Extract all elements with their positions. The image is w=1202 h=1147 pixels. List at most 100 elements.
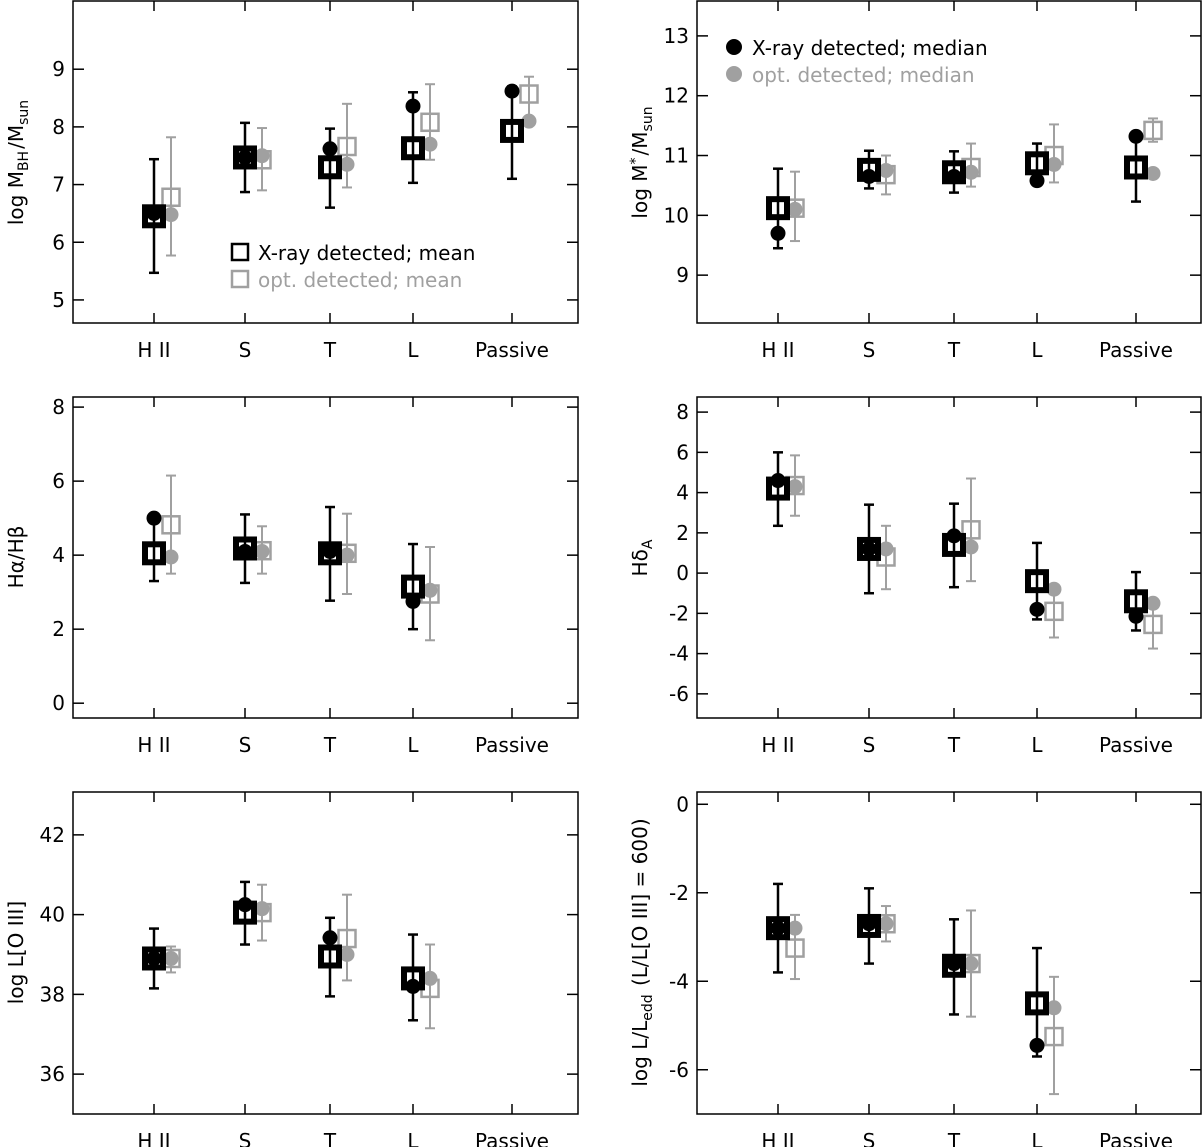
xray-mean-marker [318,155,342,180]
y-tick-label: -6 [669,682,689,706]
x-tick-label: L [407,338,419,362]
xray-mean-marker [318,944,342,969]
x-tick-label: T [947,733,961,757]
x-tick-label: L [1031,338,1043,362]
xray-mean-marker [857,913,881,938]
y-tick-label: 36 [40,1062,65,1086]
y-tick-label: 7 [52,173,65,197]
opt-median-marker [339,156,355,172]
opt-median-marker [422,582,438,598]
xray-mean-marker [500,118,524,143]
opt-median-marker [1046,1000,1062,1016]
opt-median-marker [254,901,270,917]
opt-mean-marker [1143,120,1163,141]
opt-mean-marker [785,938,805,958]
opt-median-marker [339,547,355,563]
plot-frame [696,0,1202,324]
legend-square-marker [230,269,250,289]
y-tick-label: 6 [52,469,65,493]
x-tick-label: Passive [475,338,549,362]
y-tick-label: 8 [52,115,65,139]
xray-mean-marker [857,157,881,182]
y-tick-label: -4 [669,642,689,666]
y-tick-label: 10 [664,203,689,227]
xray-median-marker [405,98,421,114]
y-axis-label: log M* /Msun [628,104,656,218]
xray-mean-marker [233,536,257,561]
xray-mean-marker [766,196,790,221]
y-tick-label: 8 [676,400,689,424]
opt-median-marker [963,539,979,555]
x-tick-label: H II [761,1129,794,1147]
xray-median-marker [946,956,962,972]
xray-median-marker [1029,601,1045,617]
xray-median-marker [770,920,786,936]
y-tick-label: 2 [52,617,65,641]
opt-mean-marker [1044,1026,1064,1047]
xray-median-marker [322,141,338,157]
xray-mean-marker [1124,155,1148,180]
y-axis-label: Hα/Hβ [4,526,28,589]
xray-median-marker [861,541,877,557]
xray-mean-marker [1025,569,1049,594]
x-tick-label: H II [761,733,794,757]
y-tick-label: 6 [52,230,65,254]
opt-median-marker [1145,165,1161,181]
xray-mean-marker [401,136,425,161]
y-tick-label: 8 [52,395,65,419]
y-tick-label: 9 [52,57,65,81]
x-tick-label: Passive [1099,1129,1173,1147]
xray-mean-marker [401,966,425,991]
legend-label: opt. detected; median [752,63,975,87]
opt-mean-marker [1143,614,1163,635]
y-tick-label: 11 [664,144,689,168]
y-tick-label: 13 [664,24,689,48]
opt-median-marker [339,946,355,962]
xray-median-marker [1128,128,1144,144]
panel-ledd: -6 -4 -2 0 H II S T L Passive log L/Ledd (L/L[O I… [628,791,1202,1147]
x-tick-label: L [407,1129,419,1147]
opt-mean-marker [1044,601,1064,622]
xray-median-marker [770,225,786,241]
opt-median-marker [422,970,438,986]
panel-mbh: 5 6 7 8 9 H II S T L Passive log MBH /Msun X-ray d… [4,0,579,362]
xray-median-marker [1029,173,1045,189]
x-tick-label: Passive [1099,733,1173,757]
xray-median-marker [322,930,338,946]
y-tick-label: 40 [40,903,65,927]
x-tick-label: T [947,338,961,362]
legend-square-marker [230,242,250,262]
xray-mean-marker [318,541,342,566]
legend: X-ray detected; mean opt. detected; mean [230,241,475,292]
y-axis-label: log L/Ledd (L/L[O III] = 600) [628,818,656,1086]
opt-mean-marker [420,112,440,133]
opt-median-marker [787,479,803,495]
xray-median-marker [146,950,162,966]
opt-median-marker [878,916,894,932]
y-tick-label: -6 [669,1058,689,1082]
xray-mean-marker [942,953,966,978]
opt-median-marker [878,162,894,178]
xray-mean-marker [1025,991,1049,1016]
opt-mean-marker [519,84,539,104]
plot-frame [696,791,1202,1115]
opt-median-marker [787,920,803,936]
panel-hdelta: -6 -4 -2 0 2 4 6 8 H II S T L Passive HδA [628,396,1202,757]
xray-median-marker [861,916,877,932]
xray-median-marker [504,83,520,99]
x-tick-label: S [239,733,252,757]
opt-median-marker [254,148,270,164]
y-tick-label: -2 [669,881,689,905]
x-tick-label: S [863,338,876,362]
x-tick-label: H II [761,338,794,362]
panel-balmer: 0 2 4 6 8 H II S T L Passive Hα/Hβ [4,395,579,757]
x-tick-label: T [323,338,337,362]
xray-mean-marker [857,536,881,561]
plot-frame [72,0,579,324]
y-tick-label: 9 [676,263,689,287]
y-tick-label: 12 [664,84,689,108]
x-tick-label: S [863,733,876,757]
xray-median-marker [1029,1037,1045,1053]
y-tick-label: 4 [676,481,689,505]
